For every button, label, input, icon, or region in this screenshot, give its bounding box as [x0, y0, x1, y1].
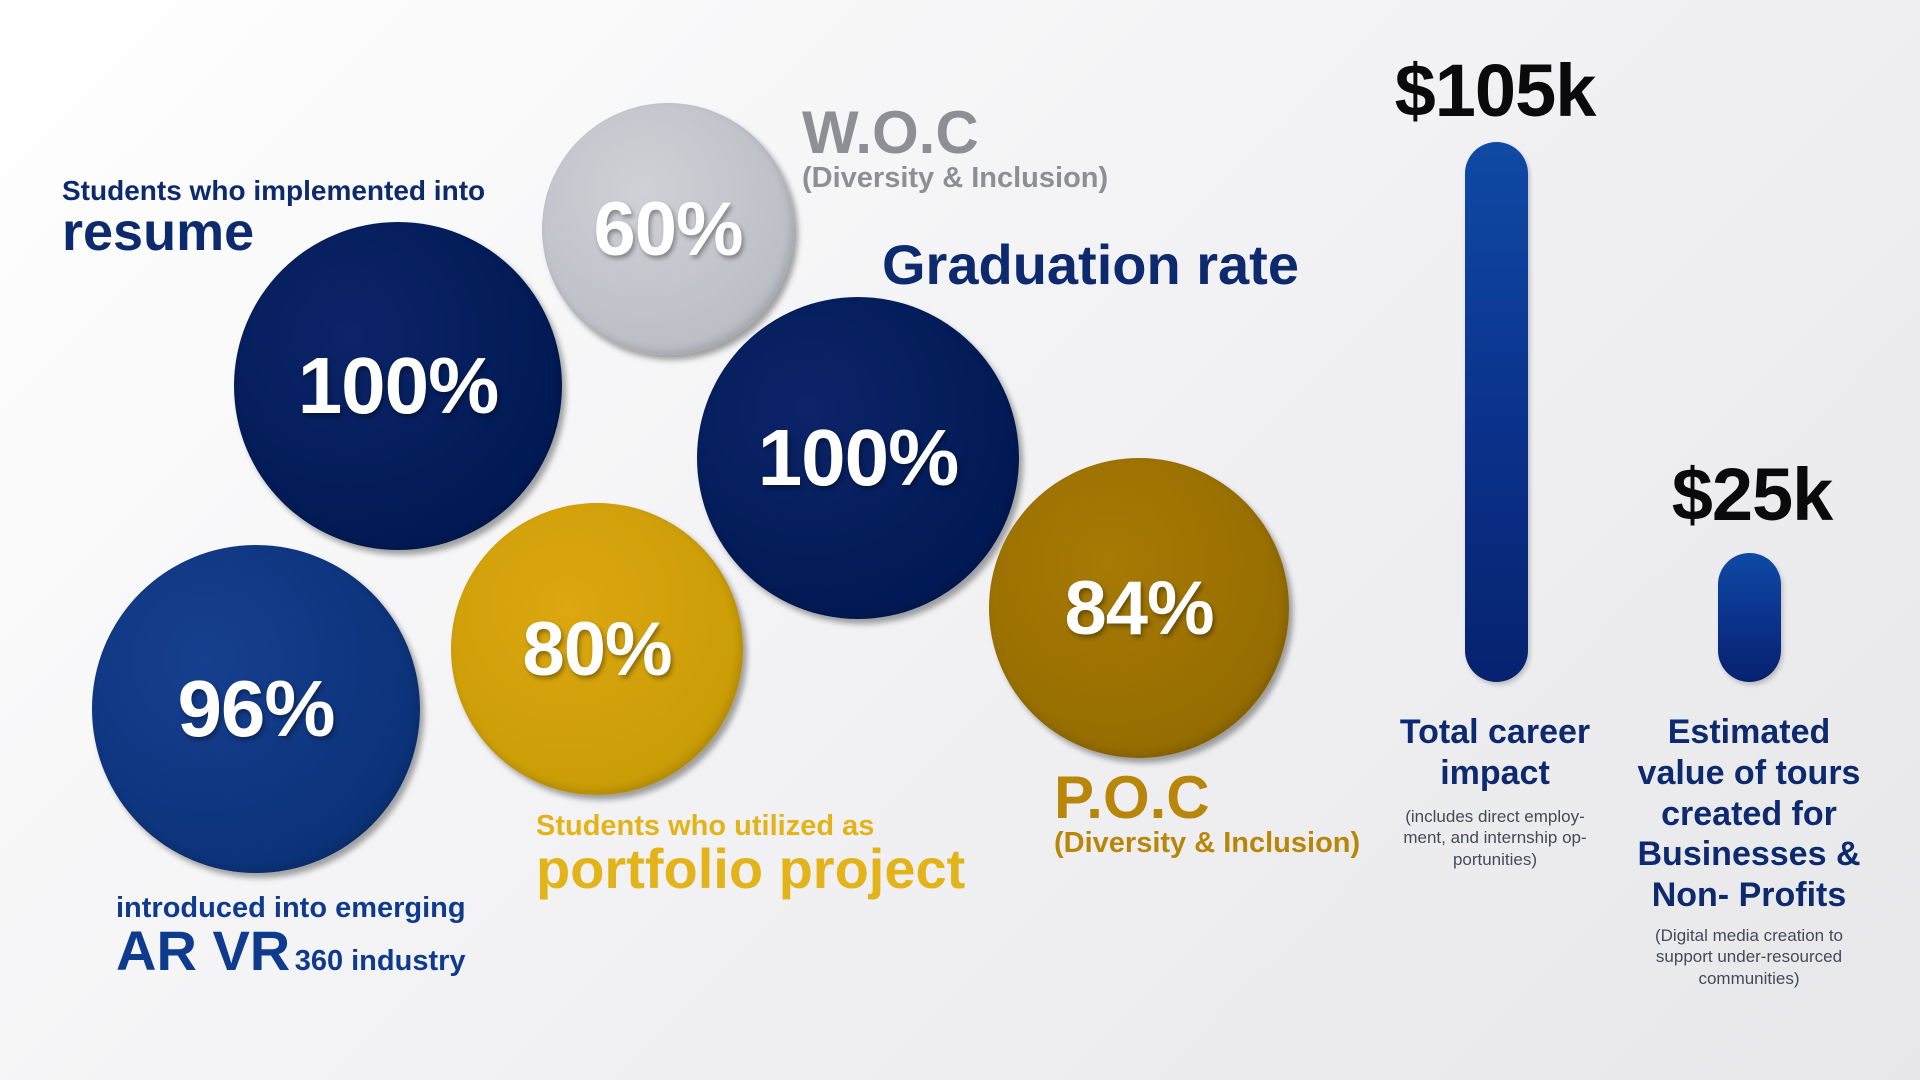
portfolio-label: Students who utilized as portfolio proje…	[536, 811, 965, 897]
graduation-label: Graduation rate	[882, 233, 1299, 296]
career-caption-line1: Total career	[1399, 713, 1591, 751]
resume-label-line2: resume	[62, 202, 255, 263]
tours-note-line3: communities)	[1698, 968, 1800, 988]
tours-caption-line5: Non- Profits	[1651, 876, 1847, 915]
resume-percent: 100%	[297, 341, 500, 430]
resume-label: Students who implemented into resume	[62, 175, 486, 263]
arvr-label-big: AR VR	[116, 919, 291, 983]
resume-bubble: 100%	[234, 222, 562, 550]
career-note-line3: portunities)	[1452, 849, 1538, 869]
tours-caption-line4: Businesses &	[1637, 835, 1861, 874]
tours-caption-line1: Estimated	[1667, 713, 1831, 751]
poc-percent: 84%	[1064, 565, 1214, 651]
arvr-bubble: 96%	[92, 545, 420, 873]
arvr-label: introduced into emerging AR VR 360 indus…	[116, 893, 466, 979]
woc-label-line2: (Diversity & Inclusion)	[802, 162, 1109, 194]
career-note-line2: ment, and internship op-	[1403, 828, 1587, 848]
career-value-label: $105k	[1394, 49, 1597, 132]
poc-label-line1: P.O.C	[1054, 764, 1210, 831]
tours-value-label: $25k	[1671, 453, 1834, 536]
portfolio-percent: 80%	[522, 606, 672, 692]
portfolio-label-line2: portfolio project	[536, 837, 966, 901]
tours-bar	[1718, 553, 1781, 682]
career-bar	[1465, 142, 1528, 682]
tours-caption-line2: value of tours	[1637, 753, 1861, 792]
tours-note-line2: support under-resourced	[1655, 947, 1843, 967]
career-caption: Total career impact	[1375, 712, 1615, 794]
arvr-percent: 96%	[177, 664, 335, 753]
tours-caption-line3: created for	[1661, 794, 1837, 833]
resume-label-line1: Students who implemented into	[62, 175, 486, 206]
portfolio-bubble: 80%	[451, 503, 743, 795]
woc-percent: 60%	[593, 186, 743, 272]
poc-label: P.O.C (Diversity & Inclusion)	[1054, 764, 1361, 859]
tours-caption: Estimated value of tours created for Bus…	[1618, 712, 1880, 916]
portfolio-label-line1: Students who utilized as	[536, 810, 875, 842]
arvr-label-small: 360 industry	[294, 945, 466, 978]
graduation-percent: 100%	[757, 413, 960, 502]
woc-label: W.O.C (Diversity & Inclusion)	[802, 99, 1109, 194]
poc-bubble: 84%	[989, 458, 1289, 758]
career-caption-line2: impact	[1440, 753, 1550, 792]
career-note: (includes direct employ- ment, and inter…	[1385, 806, 1605, 870]
arvr-label-line1: introduced into emerging	[116, 892, 466, 924]
woc-bubble: 60%	[542, 103, 794, 355]
woc-label-line1: W.O.C	[802, 99, 979, 166]
tours-note-line1: (Digital media creation to	[1654, 926, 1844, 945]
poc-label-line2: (Diversity & Inclusion)	[1054, 827, 1361, 859]
arvr-label-line2: AR VR 360 industry	[116, 923, 466, 979]
career-note-line1: (includes direct employ-	[1405, 807, 1585, 826]
graduation-bubble: 100%	[697, 297, 1019, 619]
tours-note: (Digital media creation to support under…	[1628, 925, 1870, 989]
